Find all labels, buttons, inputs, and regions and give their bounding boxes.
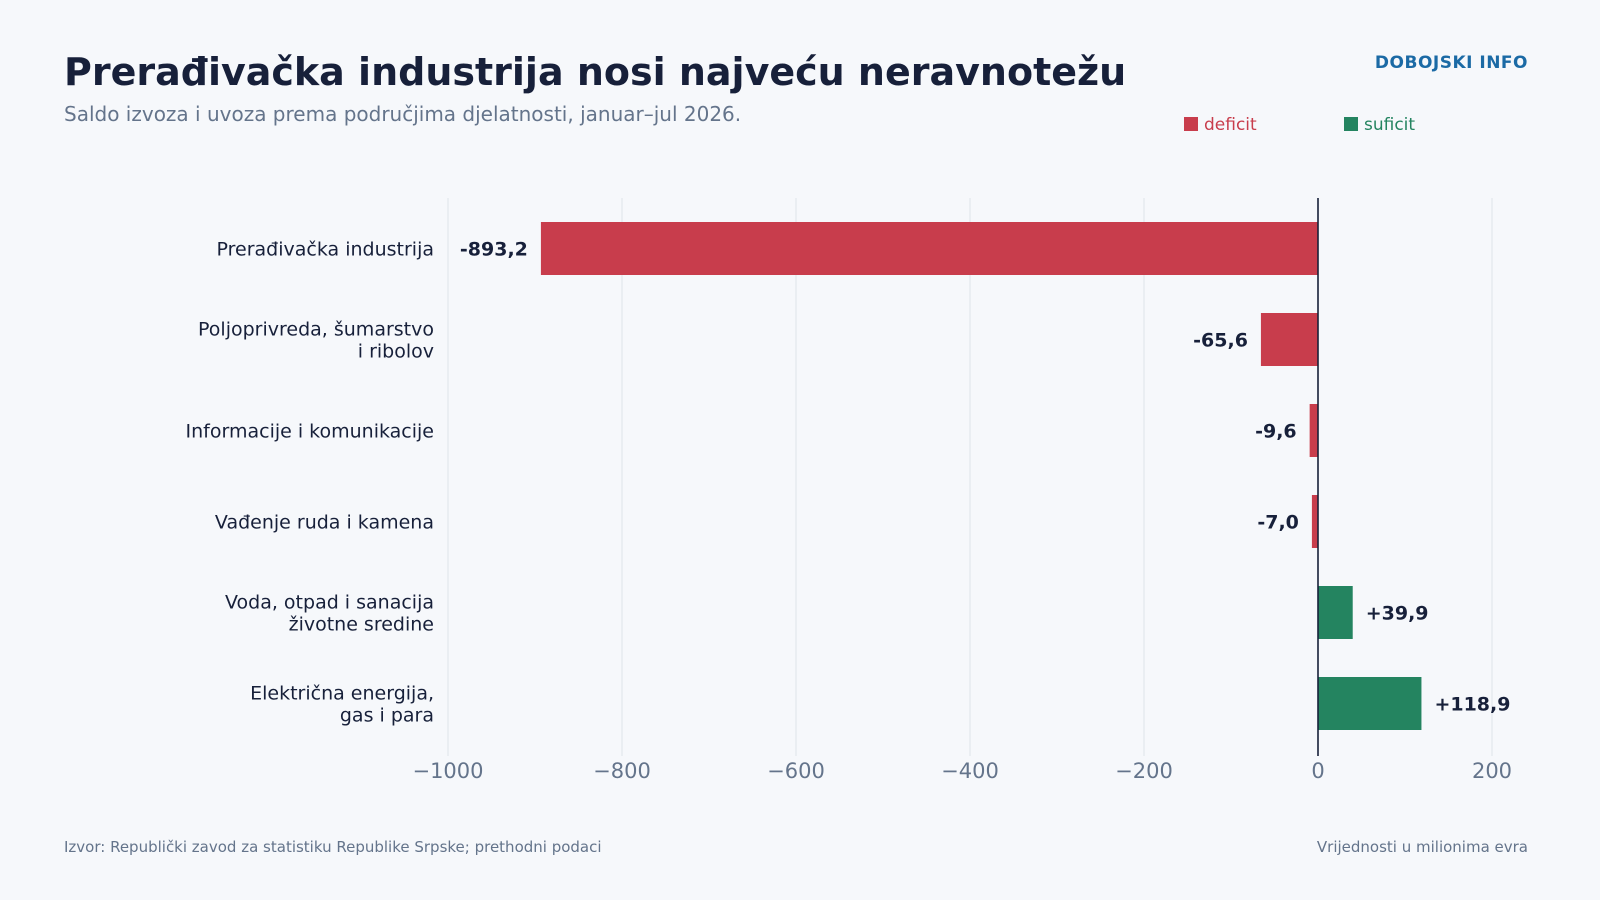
bar <box>1311 495 1318 548</box>
legend-label-surplus: suficit <box>1364 115 1416 135</box>
bar-value-label: +118,9 <box>1434 694 1510 716</box>
legend-label-deficit: deficit <box>1204 115 1257 135</box>
bar-value-label: -7,0 <box>1257 512 1299 534</box>
x-tick-label: 0 <box>1311 759 1324 783</box>
bar-value-label: -9,6 <box>1255 421 1297 443</box>
brand-logo: DOBOJSKI INFO <box>1374 53 1528 73</box>
x-tick-label: −800 <box>593 759 651 783</box>
bar-value-label: -65,6 <box>1193 330 1248 352</box>
legend-swatch-deficit <box>1184 117 1198 131</box>
bar-value-label: -893,2 <box>460 239 528 261</box>
bar <box>1318 586 1353 639</box>
unit-note: Vrijednosti u milionima evra <box>1316 838 1528 856</box>
x-tick-label: −200 <box>1115 759 1173 783</box>
bar <box>1318 677 1422 730</box>
legend-swatch-surplus <box>1344 117 1358 131</box>
source-note: Izvor: Republički zavod za statistiku Re… <box>64 838 602 856</box>
bar-value-label: +39,9 <box>1366 603 1429 625</box>
category-label: Poljoprivreda, šumarstvo i ribolov <box>198 319 434 363</box>
x-tick-label: −400 <box>941 759 999 783</box>
category-label: Vađenje ruda i kamena <box>215 512 434 534</box>
category-label: Voda, otpad i sanacija životne sredine <box>225 592 434 636</box>
page-subtitle: Saldo izvoza i uvoza prema područjima dj… <box>64 102 742 126</box>
x-tick-label: −600 <box>767 759 825 783</box>
bar <box>540 222 1318 275</box>
bar <box>1260 313 1318 366</box>
x-tick-label: 200 <box>1472 759 1512 783</box>
bar <box>1309 404 1318 457</box>
x-tick-label: −1000 <box>412 759 483 783</box>
page-title: Prerađivačka industrija nosi najveću ner… <box>64 50 1127 94</box>
category-label: Električna energija, gas i para <box>250 683 434 727</box>
legend-item-surplus: suficit <box>1344 115 1415 135</box>
category-label: Informacije i komunikacije <box>186 421 434 443</box>
legend-item-deficit: deficit <box>1184 115 1257 135</box>
category-label: Prerađivačka industrija <box>217 239 434 261</box>
